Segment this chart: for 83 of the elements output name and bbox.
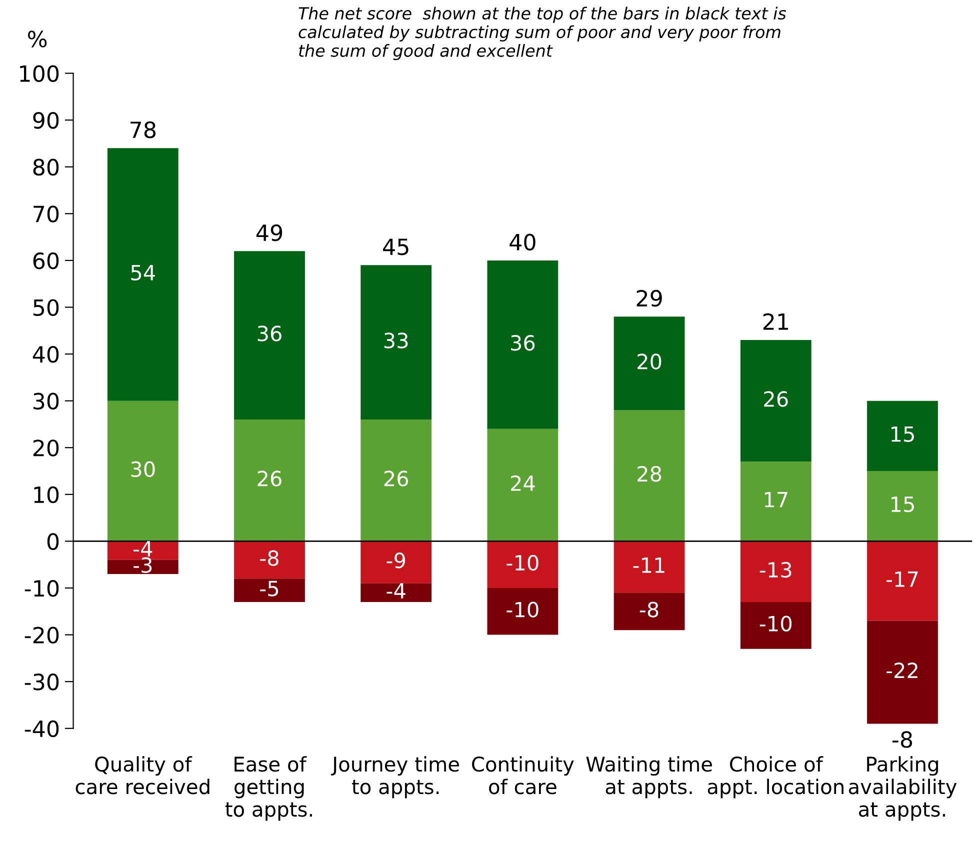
bar	[867, 400, 938, 472]
y-tick-label: 80	[33, 158, 59, 176]
data-label: -8	[640, 602, 658, 618]
data-label: 26	[258, 470, 282, 486]
y-tick-label: 30	[33, 392, 59, 410]
y-tick-label: 70	[34, 206, 59, 222]
total-label: 40	[510, 234, 536, 251]
total-label: 49	[256, 224, 282, 242]
data-label: -9	[386, 552, 406, 568]
data-label: -5	[260, 580, 278, 596]
total-label: -8	[892, 731, 912, 748]
total-label: 45	[383, 238, 408, 256]
y-tick-label: 90	[33, 112, 59, 129]
y-tick-label: 40	[32, 346, 59, 363]
data-label: 24	[510, 475, 535, 491]
bar	[867, 620, 938, 724]
y-tick-label: -20	[24, 626, 59, 644]
y-tick-label: 100	[20, 65, 59, 82]
x-tick-label: Continuity of care	[472, 756, 574, 794]
bar	[360, 265, 432, 420]
y-tick-label: 20	[33, 440, 59, 456]
y-tick-label: 0	[47, 533, 59, 550]
data-label: -22	[886, 662, 918, 678]
bar	[487, 588, 558, 635]
bar	[614, 592, 685, 630]
data-label: 15	[892, 426, 914, 442]
bar	[107, 400, 178, 542]
data-label: 17	[764, 492, 788, 508]
data-label: 26	[764, 391, 788, 407]
data-label: -17	[886, 572, 918, 587]
data-label: 36	[258, 326, 282, 342]
bar	[234, 251, 305, 420]
bar	[360, 541, 432, 584]
data-label: -10	[506, 554, 538, 571]
data-label: -4	[134, 541, 152, 556]
total-label: 21	[763, 313, 788, 330]
bar	[614, 541, 685, 593]
bar	[107, 148, 178, 401]
bar	[740, 541, 812, 602]
y-tick-label: -10	[24, 580, 59, 597]
total-label: 29	[636, 290, 662, 307]
y-tick-label: -30	[24, 674, 59, 690]
bar	[234, 578, 305, 602]
x-tick-label: Ease of getting to appts.	[225, 756, 312, 821]
data-label: 36	[511, 334, 535, 351]
data-label: 15	[892, 496, 914, 512]
data-label: 30	[131, 461, 155, 478]
x-tick-label: Journey time to appts.	[331, 756, 459, 798]
data-label: 28	[638, 466, 662, 482]
bar	[740, 340, 812, 462]
bar	[867, 541, 938, 621]
y-tick-label: 60	[33, 252, 59, 270]
y-tick-label: -40	[24, 720, 59, 738]
bar	[487, 541, 558, 588]
x-tick-label: Parking availability at appts.	[848, 756, 957, 821]
data-label: -10	[760, 616, 792, 632]
bar	[614, 410, 685, 542]
data-label: -11	[633, 558, 664, 573]
bar	[740, 602, 812, 649]
bar	[487, 428, 558, 542]
y-tick-label: 10	[34, 486, 59, 504]
data-label: -4	[386, 583, 406, 598]
bar	[234, 420, 305, 542]
data-label: -8	[260, 550, 278, 566]
bar	[360, 583, 432, 602]
bar	[740, 462, 812, 542]
x-tick-label: Quality of care received	[76, 756, 210, 794]
bar	[360, 420, 432, 542]
data-label: 20	[638, 354, 662, 370]
data-label: 33	[384, 332, 408, 348]
data-label: 54	[131, 265, 155, 281]
data-label: -13	[760, 562, 792, 578]
data-label: -10	[506, 602, 538, 618]
total-label: 78	[130, 121, 156, 138]
bar	[234, 541, 305, 579]
bar	[487, 260, 558, 429]
bar	[867, 471, 938, 542]
y-tick-label: 50	[34, 299, 59, 316]
data-label: -3	[134, 557, 152, 573]
bar	[614, 316, 685, 410]
data-label: 26	[384, 470, 408, 486]
text: The net score shown at the top of the bars in black text is calculated by subtracting sum of poor and very poor from the sum of good and excellent	[298, 6, 786, 60]
y-axis-title: %	[28, 30, 47, 48]
